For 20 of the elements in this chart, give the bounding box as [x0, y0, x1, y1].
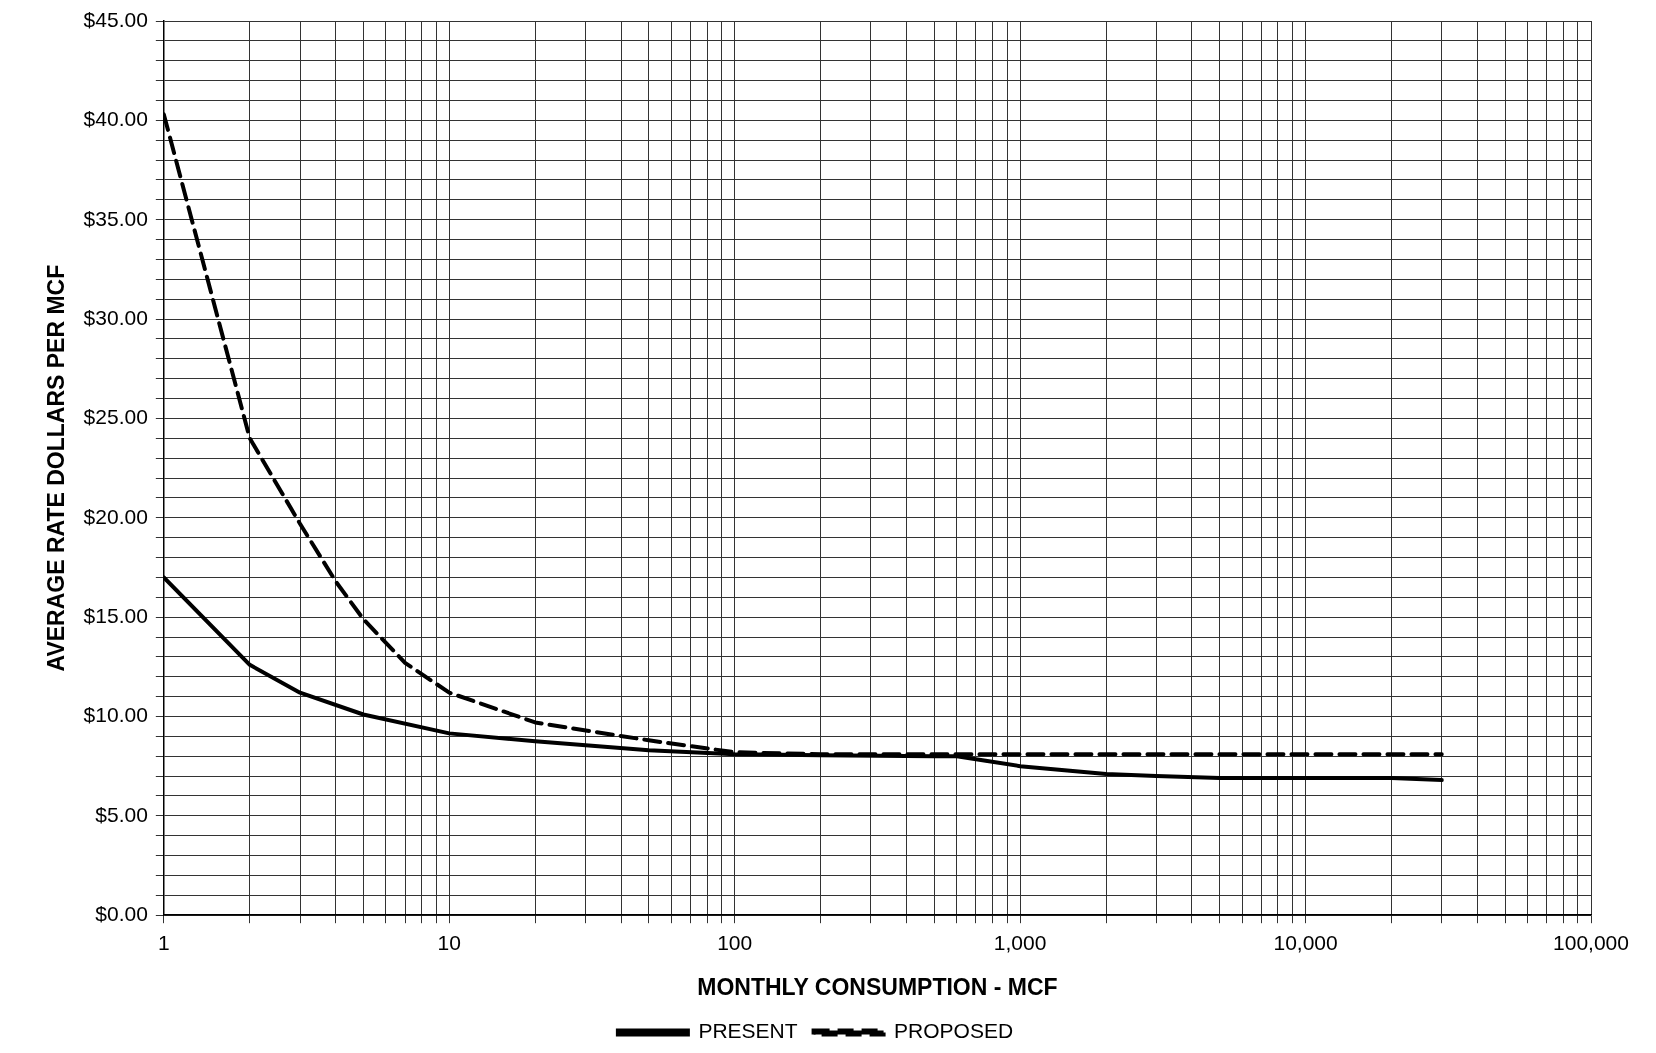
y-tick-label: $45.00 [83, 7, 148, 31]
y-tick-label: $40.00 [83, 107, 148, 131]
x-tick-label: 100,000 [1553, 930, 1629, 954]
y-tick-label: $20.00 [83, 504, 148, 528]
y-tick-label: $25.00 [83, 405, 148, 429]
y-tick-label: $30.00 [83, 305, 148, 329]
x-tick-label: 1,000 [993, 930, 1047, 954]
x-tick-label: 100 [717, 930, 753, 954]
y-tick-label: $35.00 [83, 206, 148, 230]
y-tick-label: $5.00 [95, 802, 148, 826]
y-axis-title: AVERAGE RATE DOLLARS PER MCF [43, 264, 70, 672]
legend-label: PRESENT [698, 1019, 798, 1043]
x-tick-label: 10,000 [1273, 930, 1338, 954]
x-tick-label: 10 [437, 930, 461, 954]
y-tick-label: $15.00 [83, 603, 148, 627]
y-tick-label: $0.00 [95, 902, 148, 925]
y-tick-label: $10.00 [83, 703, 148, 727]
x-axis-title: MONTHLY CONSUMPTION - MCF [697, 973, 1058, 1000]
x-tick-label: 1 [157, 930, 170, 954]
legend-label: PROPOSED [894, 1019, 1014, 1043]
